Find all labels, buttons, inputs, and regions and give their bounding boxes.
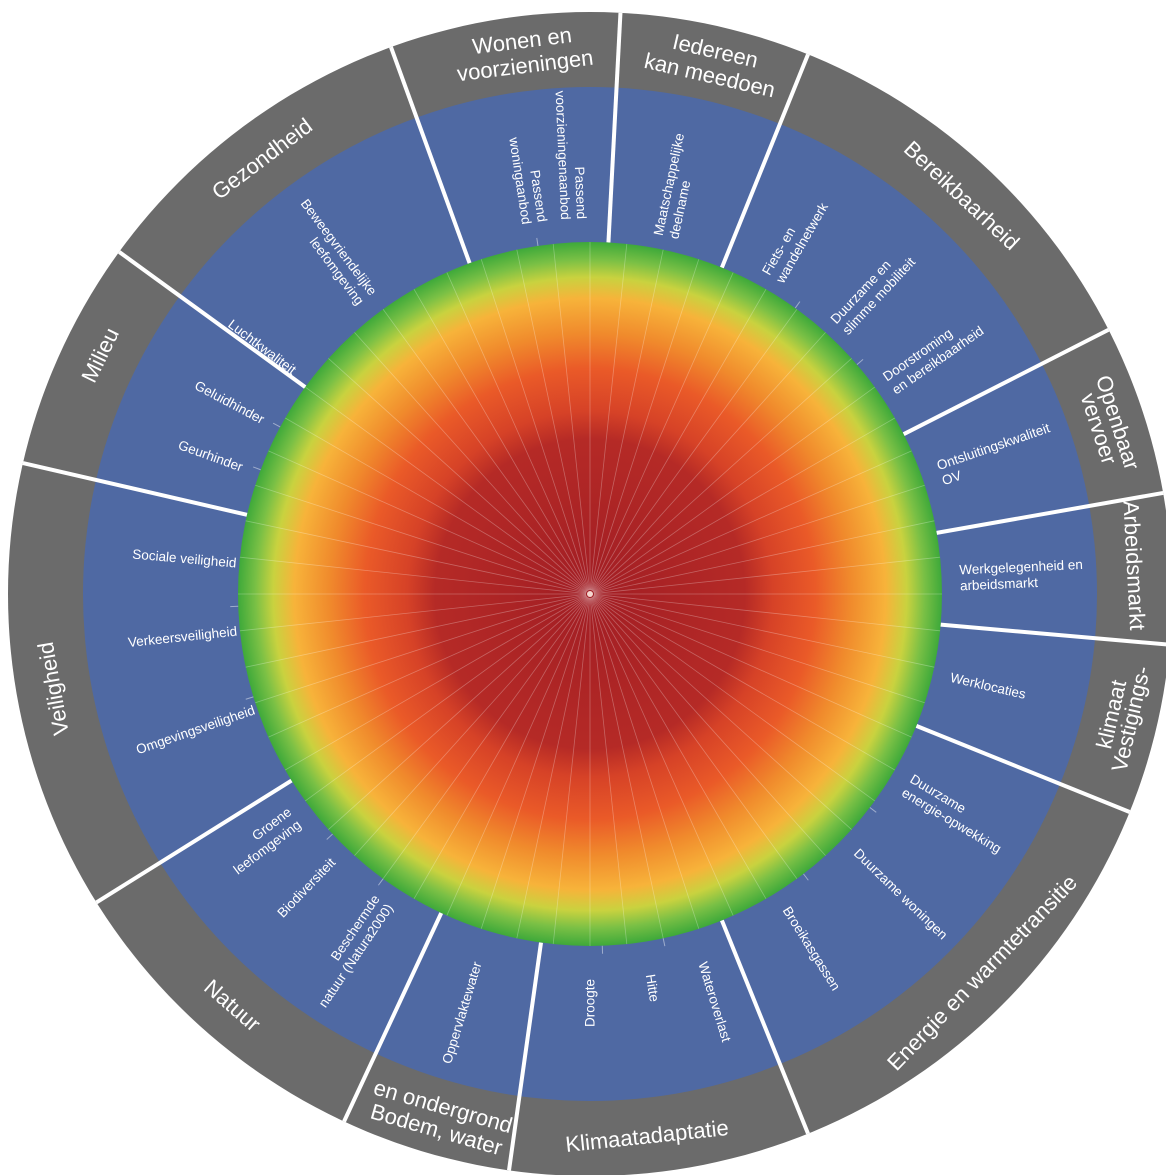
core-spoke-line bbox=[590, 597, 664, 939]
core-spoke-line bbox=[592, 358, 852, 592]
indicator-label-line: Droogte bbox=[583, 979, 598, 1027]
indicator-divider-line bbox=[272, 422, 281, 428]
core-spoke-line bbox=[591, 597, 767, 900]
core-spoke-line bbox=[480, 259, 590, 591]
core-spoke-line bbox=[592, 597, 798, 880]
core-spoke-line bbox=[590, 597, 628, 945]
category-divider-line bbox=[507, 942, 543, 1171]
core-spoke-line bbox=[304, 596, 587, 802]
category-divider-line bbox=[117, 250, 307, 389]
core-spoke-line bbox=[593, 450, 912, 593]
core-spoke-line bbox=[593, 594, 925, 704]
core-spoke-line bbox=[516, 597, 590, 939]
indicator-label-line: voorzieningenaanbod bbox=[553, 90, 574, 220]
indicator-divider-line bbox=[326, 833, 333, 840]
core-spoke-line bbox=[446, 597, 589, 916]
core-spokes bbox=[238, 242, 942, 946]
indicator-divider-line bbox=[803, 873, 809, 881]
core-spoke-line bbox=[590, 243, 628, 591]
indicator-divider-line bbox=[662, 938, 666, 947]
core-spoke-line bbox=[239, 594, 587, 632]
core-spoke-line bbox=[593, 594, 941, 632]
indicator-divider-line bbox=[794, 301, 801, 309]
core-spoke-line bbox=[516, 249, 590, 591]
wheel-center-dot bbox=[587, 591, 593, 597]
indicator-label-line: Werkgelegenheid en bbox=[959, 557, 1083, 577]
core-spoke-line bbox=[592, 308, 798, 591]
core-spoke-line bbox=[354, 332, 588, 592]
core-spoke-line bbox=[268, 595, 587, 738]
category-divider-line bbox=[720, 919, 810, 1135]
category-divider-line bbox=[940, 622, 1166, 647]
core-spoke-line bbox=[591, 597, 734, 916]
score-core-layer bbox=[230, 237, 942, 954]
core-spoke-line bbox=[245, 520, 587, 594]
core-spoke-line bbox=[593, 484, 925, 594]
core-spoke-line bbox=[592, 596, 826, 856]
core-spoke-line bbox=[593, 386, 876, 592]
category-divider-line bbox=[95, 778, 293, 905]
indicator-label-line: Hitte bbox=[643, 973, 662, 1003]
category-divider-line bbox=[936, 490, 1164, 535]
core-spoke-line bbox=[284, 595, 587, 771]
core-spoke-line bbox=[590, 597, 700, 929]
core-spoke-line bbox=[552, 597, 590, 945]
core-spoke-line bbox=[592, 332, 826, 592]
core-spoke-line bbox=[591, 288, 767, 591]
core-spoke-line bbox=[590, 259, 700, 591]
core-spoke-line bbox=[328, 596, 588, 830]
core-spoke-line bbox=[304, 386, 587, 592]
category-divider-line bbox=[389, 46, 472, 264]
core-spoke-line bbox=[593, 596, 876, 802]
core-spoke-line bbox=[593, 595, 912, 738]
indicator-divider-line bbox=[856, 359, 864, 365]
indicator-divider-line bbox=[377, 878, 384, 886]
indicator-label-line: OV bbox=[940, 468, 963, 489]
indicator-divider-line bbox=[245, 696, 254, 700]
core-spoke-line bbox=[245, 594, 587, 668]
category-divider-line bbox=[606, 12, 623, 243]
core-spoke-line bbox=[593, 594, 935, 668]
indicator-label-line: arbeidsmarkt bbox=[960, 575, 1039, 593]
core-spoke-line bbox=[446, 272, 589, 591]
indicator-divider-line bbox=[536, 237, 539, 246]
core-spoke-line bbox=[328, 358, 588, 592]
category-divider-line bbox=[342, 912, 444, 1123]
indicator-label: Droogte bbox=[583, 979, 598, 1027]
core-spoke-line bbox=[268, 450, 587, 593]
core-spoke-line bbox=[382, 597, 588, 880]
core-spoke-line bbox=[591, 272, 734, 591]
core-spoke-line bbox=[284, 417, 587, 593]
core-spoke-line bbox=[592, 596, 852, 830]
category-divider-line bbox=[720, 53, 810, 269]
core-spoke-line bbox=[593, 417, 896, 593]
core-spoke-line bbox=[480, 597, 590, 929]
core-spoke-line bbox=[593, 556, 941, 594]
core-spoke-line bbox=[590, 249, 664, 591]
core-spoke-line bbox=[552, 243, 590, 591]
category-divider-line bbox=[915, 724, 1131, 814]
core-spoke-line bbox=[239, 556, 587, 594]
indicator-divider-line bbox=[252, 466, 261, 471]
indicator-divider-line bbox=[869, 807, 877, 813]
core-spoke-line bbox=[413, 597, 589, 900]
indicator-label: Hitte bbox=[643, 973, 662, 1003]
indicator-label-line: Passend bbox=[572, 166, 589, 219]
category-divider-line bbox=[22, 461, 248, 517]
category-divider-line bbox=[902, 327, 1110, 436]
core-spoke-line bbox=[382, 308, 588, 591]
core-spoke-line bbox=[413, 288, 589, 591]
core-spoke-line bbox=[354, 596, 588, 856]
core-spoke-line bbox=[255, 594, 587, 704]
core-spoke-line bbox=[593, 520, 935, 594]
core-spoke-line bbox=[593, 595, 896, 771]
core-spoke-line bbox=[255, 484, 587, 594]
